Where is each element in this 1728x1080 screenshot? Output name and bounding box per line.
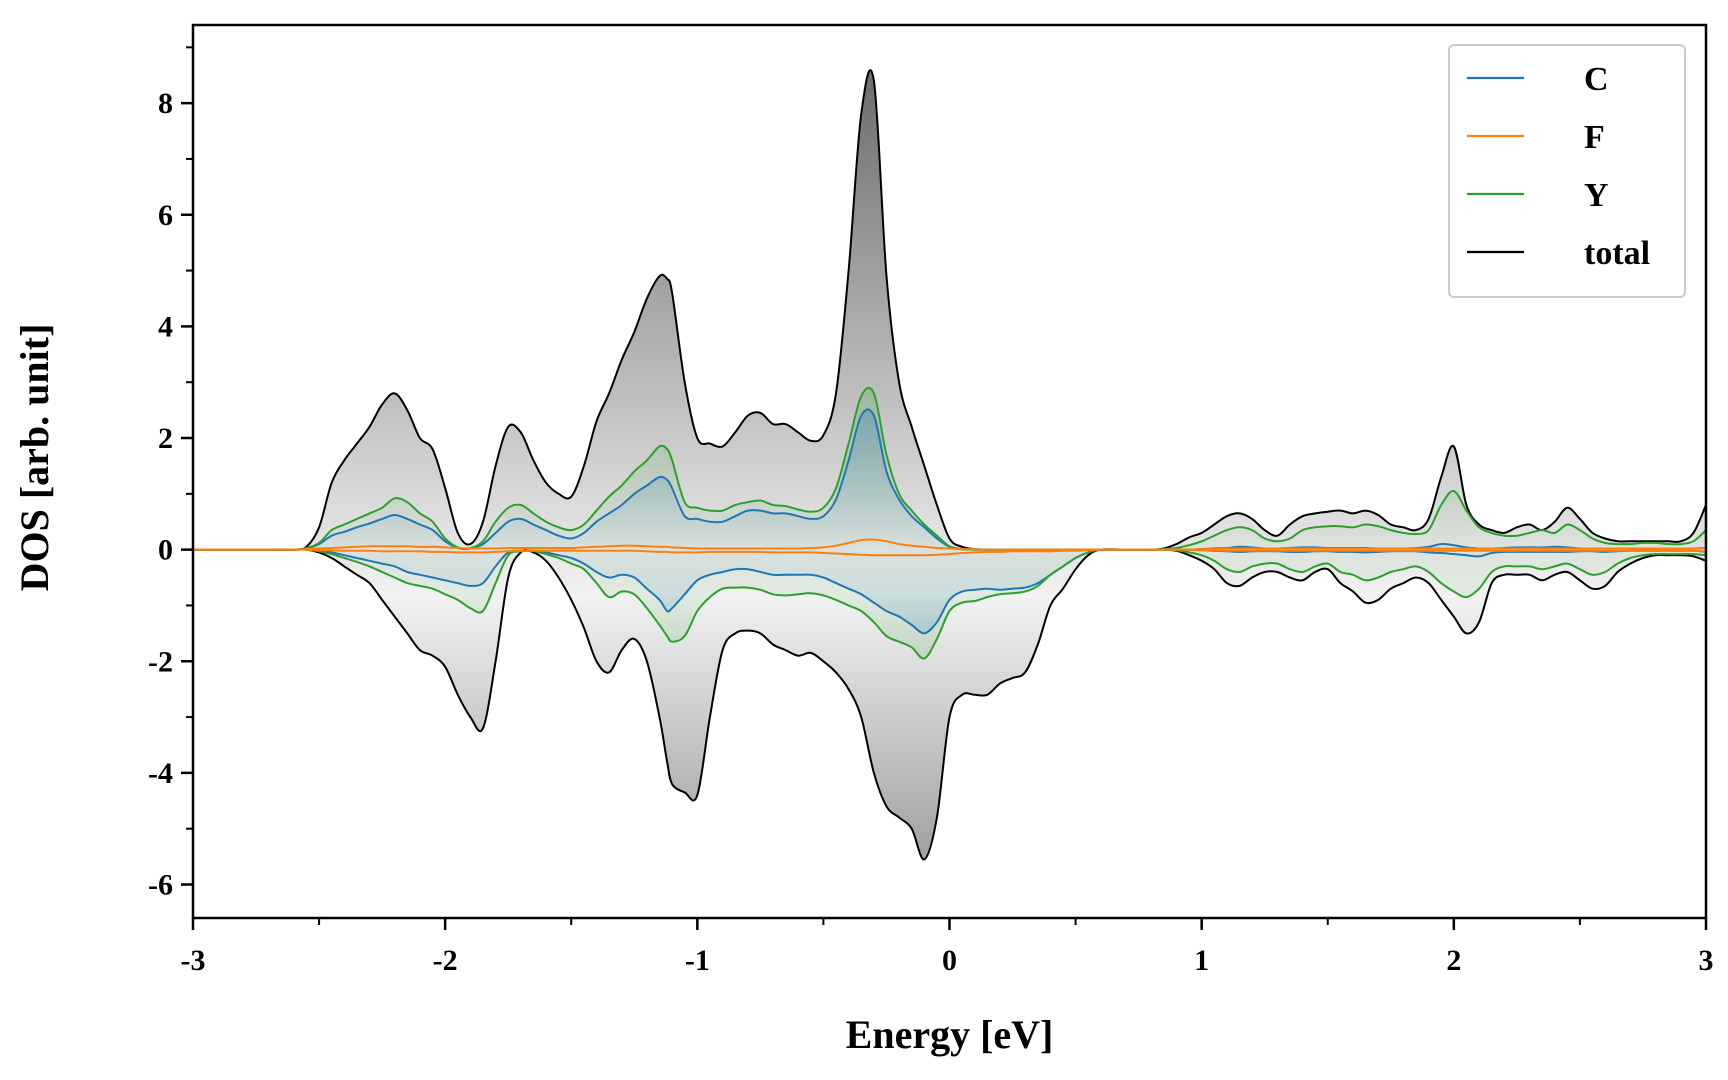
legend-label-c: C [1584,61,1609,98]
line-total-up [193,69,1706,551]
fill-total-down [193,549,1706,860]
y-axis-title: DOS [arb. unit] [12,324,57,592]
x-tick-label: 2 [1446,944,1461,977]
legend-label-f: F [1584,119,1605,156]
x-tick-label: -3 [181,944,206,977]
x-tick-label: -1 [685,944,710,977]
legend-label-y: Y [1584,177,1609,214]
line-f-down [193,548,1706,557]
y-tick-label: 2 [158,422,173,455]
fill-c-up [193,409,1706,550]
x-axis-ticks: -3 -2 -1 0 1 2 3 [181,918,1714,977]
line-total-down [193,548,1706,861]
x-axis-title: Energy [eV] [846,1012,1054,1057]
dos-lines [193,69,1706,861]
fill-y-down [193,549,1706,659]
y-tick-label: -6 [148,869,173,902]
x-tick-label: 3 [1699,944,1714,977]
y-tick-label: 8 [158,87,173,120]
fill-c-down [193,549,1706,634]
y-tick-label: 4 [158,310,173,343]
legend-label-total: total [1584,235,1650,272]
x-tick-label: 0 [942,944,957,977]
x-tick-label: -2 [433,944,458,977]
y-tick-label: -4 [148,757,173,790]
x-tick-label: 1 [1194,944,1209,977]
line-y-down [193,548,1706,660]
y-tick-label: 0 [158,534,173,567]
line-f-up [193,538,1706,551]
fill-total-up [193,70,1706,550]
legend-box [1448,44,1686,298]
y-axis-ticks: -6 -4 -2 0 2 4 6 8 [148,46,193,902]
line-c-down [193,548,1706,635]
y-tick-label: -2 [148,645,173,678]
y-tick-label: 6 [158,199,173,232]
